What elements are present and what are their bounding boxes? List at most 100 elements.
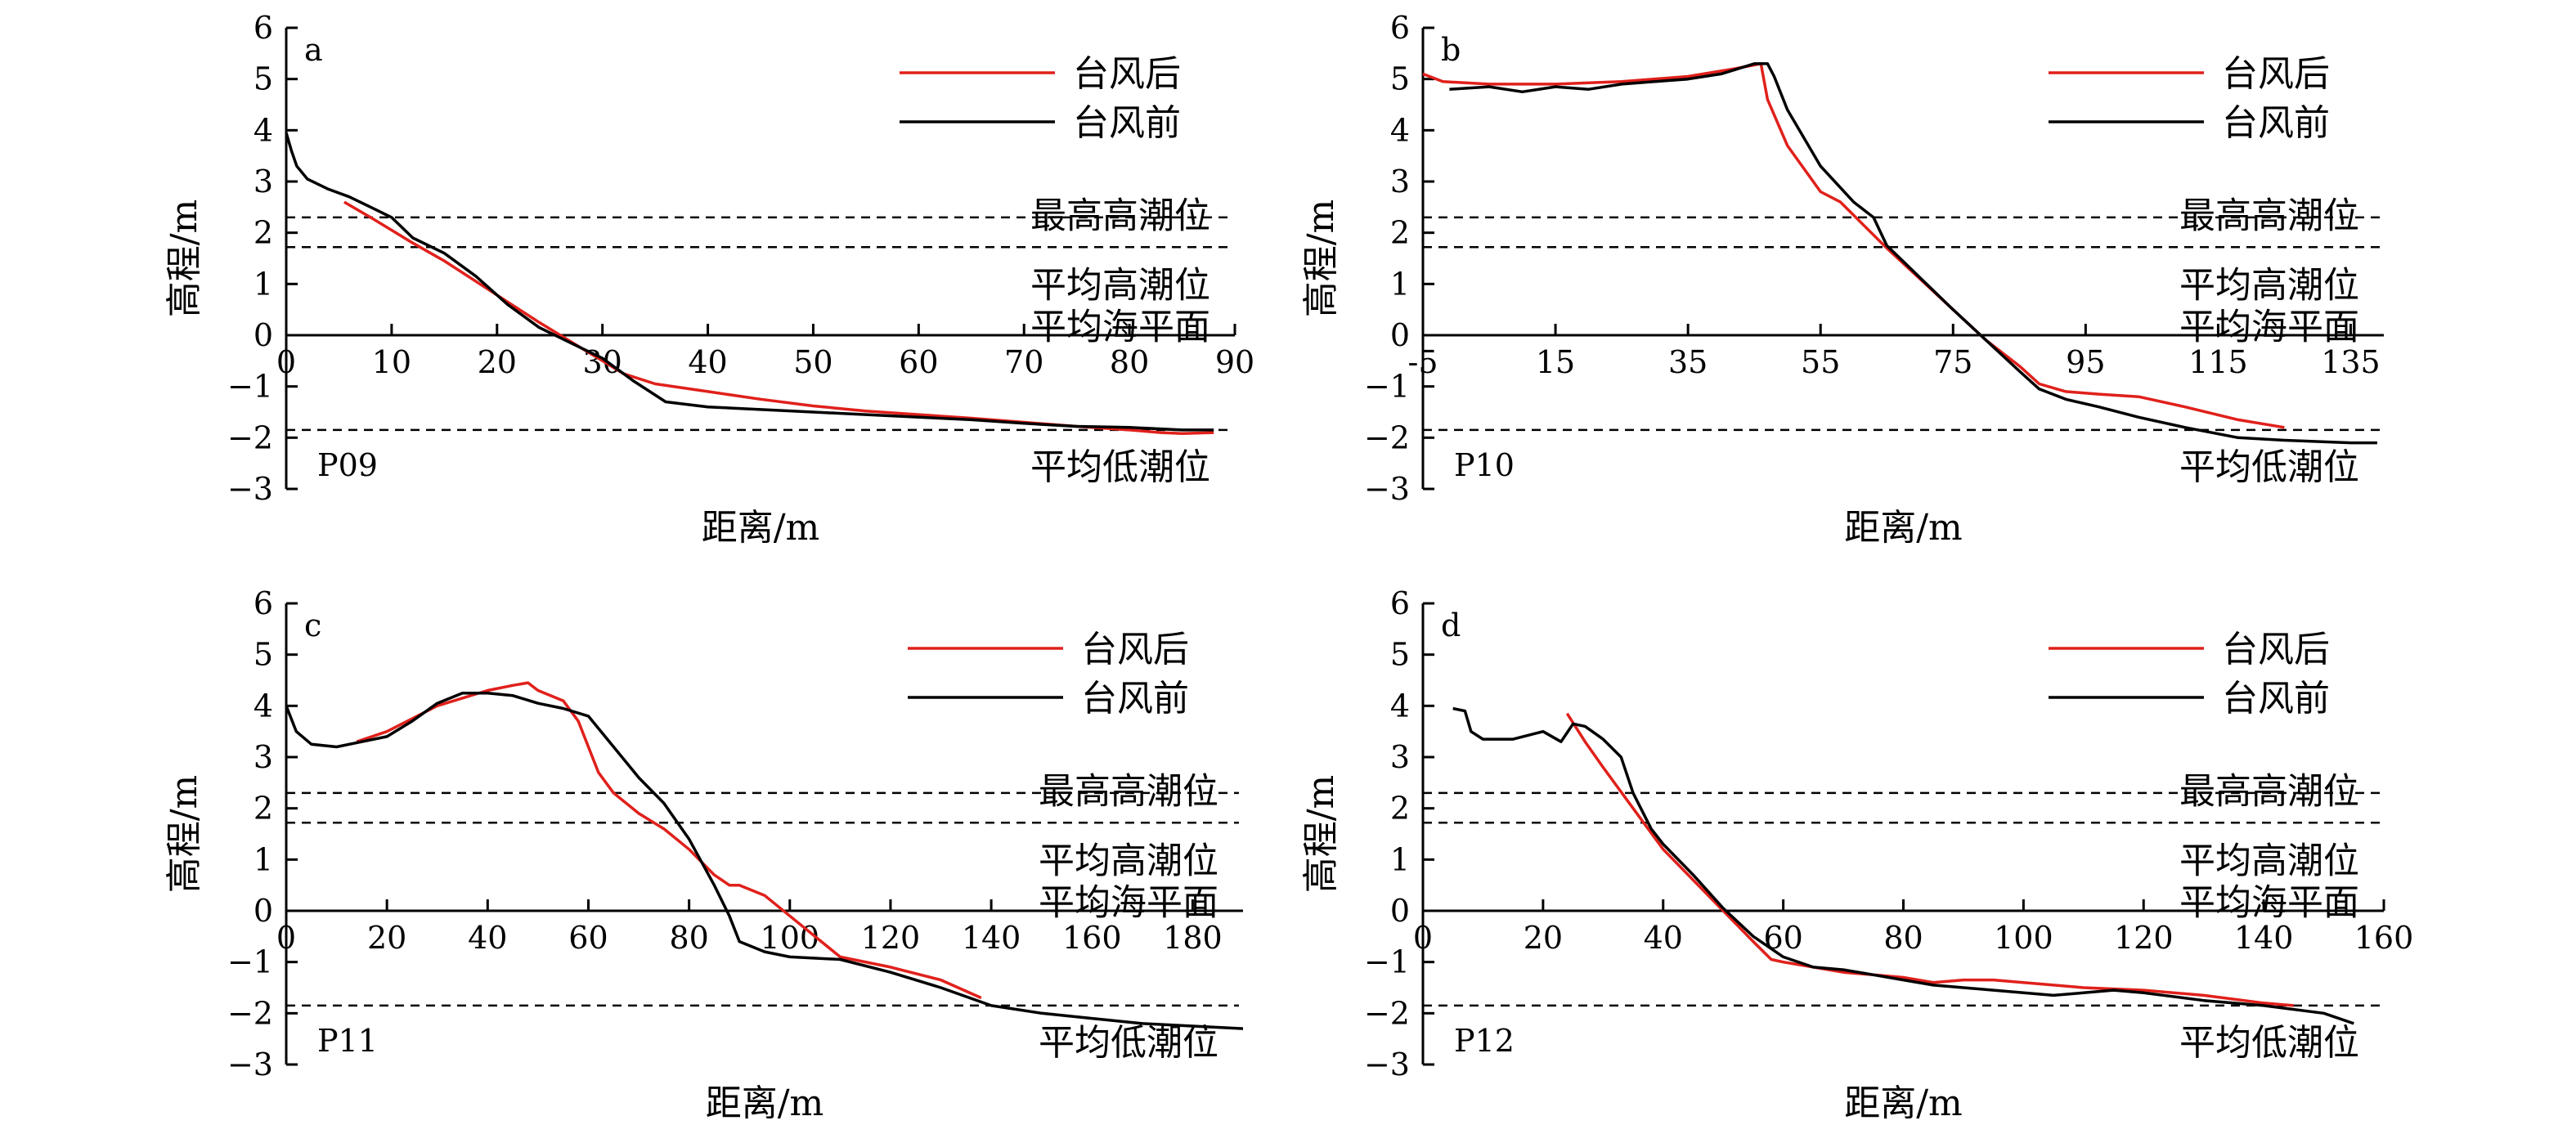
x-axis-title: 距离/m	[706, 1082, 824, 1124]
tide-level-label: 平均海平面	[1039, 882, 1218, 924]
profile-id: P09	[317, 447, 378, 483]
x-tick-label: 35	[1668, 344, 1708, 380]
y-tick-label: 4	[254, 112, 273, 148]
y-tick-label: −2	[1364, 995, 1410, 1031]
tide-level-label: 平均高潮位	[1039, 840, 1218, 881]
series-line-before	[285, 132, 1214, 432]
tide-level-label: 最高高潮位	[2179, 771, 2359, 813]
series-line-before	[285, 691, 1244, 1030]
x-tick-label: 40	[688, 344, 727, 380]
profile-id: P12	[1454, 1023, 1515, 1059]
tide-level-label: 平均海平面	[1030, 307, 1210, 348]
y-axis-title: 高程/m	[1300, 775, 1342, 894]
x-tick-label: 140	[2234, 920, 2294, 956]
y-tick-label: −1	[1364, 369, 1410, 405]
y-tick-label: −3	[227, 1047, 273, 1082]
x-tick-label: 90	[1215, 344, 1254, 380]
y-tick-label: 4	[1390, 112, 1410, 148]
x-tick-label: 80	[669, 920, 708, 956]
panel-letter: a	[304, 32, 323, 68]
profile-id: P10	[1454, 447, 1515, 483]
legend-label: 台风后	[1073, 53, 1181, 95]
x-tick-label: 100	[1994, 920, 2053, 956]
y-tick-label: 3	[1390, 739, 1410, 775]
x-tick-label: 160	[2354, 920, 2414, 956]
x-tick-label: 100	[761, 920, 820, 956]
y-tick-label: −1	[1364, 944, 1410, 980]
tide-level-label: 平均低潮位	[1039, 1022, 1218, 1064]
legend-label: 台风后	[2222, 53, 2330, 95]
y-tick-label: 0	[1390, 317, 1410, 353]
series-line-after	[1422, 62, 2285, 429]
y-tick-label: 2	[254, 215, 273, 251]
panel-b: −3 −2 −1 0 1 2 3 4 5 6 -5 15 35 55 75 95 115 135 距离/m 高程/m 最…	[1300, 10, 2384, 549]
y-tick-label: 6	[1390, 10, 1410, 46]
y-tick-label: 2	[254, 791, 273, 827]
y-tick-label: −2	[227, 995, 273, 1031]
x-tick-label: 60	[899, 344, 938, 380]
x-tick-label: 135	[2321, 344, 2381, 380]
y-tick-label: 2	[1390, 215, 1410, 251]
y-tick-label: 1	[1390, 841, 1410, 877]
x-axis-title: 距离/m	[1844, 1082, 1963, 1124]
x-tick-label: 0	[276, 344, 296, 380]
x-tick-label: 40	[1644, 920, 1683, 956]
tide-level-label: 平均高潮位	[1030, 264, 1210, 306]
y-tick-label: 6	[254, 10, 273, 46]
tide-level-label: 平均低潮位	[2179, 1022, 2359, 1064]
x-tick-label: 160	[1062, 920, 1122, 956]
series-line-after	[1565, 712, 2294, 1007]
x-tick-label: 40	[468, 920, 507, 956]
x-tick-label: 180	[1163, 920, 1223, 956]
tide-level-label: 平均海平面	[2179, 882, 2359, 924]
y-tick-label: 3	[1390, 164, 1410, 199]
y-tick-label: −1	[227, 944, 273, 980]
legend-label: 台风前	[2222, 102, 2330, 144]
legend-label: 台风前	[1081, 678, 1189, 719]
tide-level-label: 平均高潮位	[2179, 840, 2359, 881]
x-tick-label: 115	[2188, 344, 2248, 380]
x-tick-label: 95	[2066, 344, 2105, 380]
y-tick-label: 5	[254, 637, 273, 673]
y-tick-label: 1	[254, 841, 273, 877]
y-tick-label: 0	[1390, 893, 1410, 929]
x-tick-label: 60	[568, 920, 608, 956]
x-tick-label: 70	[1004, 344, 1043, 380]
x-tick-label: 80	[1110, 344, 1149, 380]
x-tick-label: 20	[478, 344, 517, 380]
legend-label: 台风前	[2222, 678, 2330, 719]
x-tick-label: 20	[1524, 920, 1563, 956]
x-tick-label: 120	[861, 920, 921, 956]
y-tick-label: −1	[227, 369, 273, 405]
tide-level-label: 平均海平面	[2179, 307, 2359, 348]
x-axis-title: 距离/m	[702, 507, 820, 549]
y-tick-label: 5	[1390, 637, 1410, 673]
x-tick-label: -5	[1407, 344, 1438, 380]
y-axis-title: 高程/m	[164, 199, 205, 318]
panel-letter: d	[1441, 607, 1461, 643]
y-tick-label: 3	[254, 739, 273, 775]
y-tick-label: 4	[254, 688, 273, 724]
tide-level-label: 平均低潮位	[2179, 446, 2359, 488]
y-tick-label: 0	[254, 317, 273, 353]
series-line-after	[356, 681, 982, 1000]
y-tick-label: 1	[1390, 266, 1410, 302]
y-tick-label: 5	[254, 61, 273, 97]
x-tick-label: 15	[1536, 344, 1575, 380]
y-tick-label: 3	[254, 164, 273, 199]
x-tick-label: 0	[276, 920, 296, 956]
tide-level-label: 最高高潮位	[1030, 195, 1210, 237]
tide-level-label: 最高高潮位	[2179, 195, 2359, 237]
x-tick-label: 120	[2114, 920, 2174, 956]
panel-letter: c	[304, 607, 321, 643]
y-tick-label: −3	[227, 471, 273, 507]
panel-letter: b	[1441, 32, 1461, 68]
legend-label: 台风前	[1073, 102, 1181, 144]
y-tick-label: 5	[1390, 61, 1410, 97]
y-tick-label: −3	[1364, 471, 1410, 507]
x-axis-title: 距离/m	[1844, 507, 1963, 549]
x-tick-label: 55	[1801, 344, 1840, 380]
tide-level-label: 最高高潮位	[1039, 771, 1218, 813]
